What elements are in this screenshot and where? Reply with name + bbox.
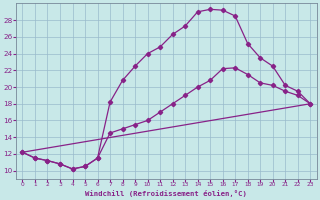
X-axis label: Windchill (Refroidissement éolien,°C): Windchill (Refroidissement éolien,°C) — [85, 190, 247, 197]
